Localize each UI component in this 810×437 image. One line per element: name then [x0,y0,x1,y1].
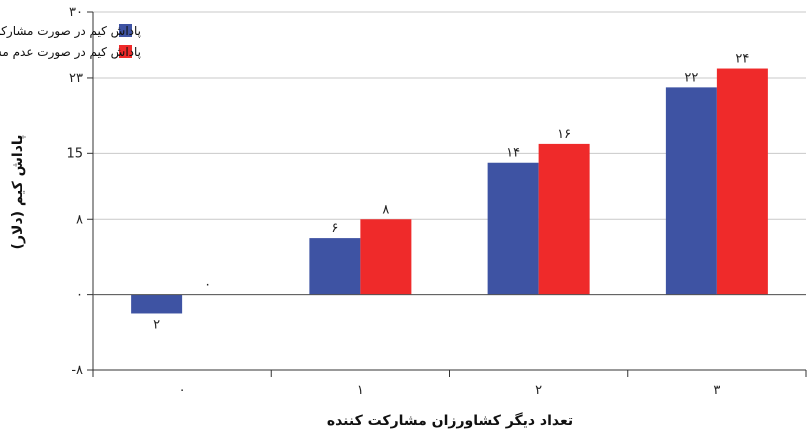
data-label: ۰ [204,278,211,293]
legend-label-not-participate: پاداش کیم در صورت عدم مشارکت او [0,45,141,60]
data-label: ۸ [382,202,389,217]
data-label: ۲۲ [684,70,698,85]
legend-label-participate: پاداش کیم در صورت مشارکت او [0,24,141,39]
bar-not-participate [538,143,590,295]
x-tick-label: ۳ [713,383,720,398]
y-axis-title: پاداش کیم (دلار) [10,135,26,250]
bar-not-participate [360,219,412,295]
y-tick-label: ۰ [76,288,83,303]
bar-participate [665,87,717,295]
y-tick-label: ۳۰ [69,5,83,20]
data-label: ۱۴ [506,146,520,161]
data-labels: ۲ ۰ ۶ ۸ ۱۴ ۱۶ ۲۲ ۲۴ [153,52,749,333]
legend: پاداش کیم در صورت مشارکت او پاداش کیم در… [0,24,141,60]
data-label: ۲۴ [735,52,749,67]
x-tick-label: ۱ [357,383,364,398]
bars [131,68,768,314]
bar-participate [131,294,183,314]
data-label: ۶ [331,221,338,236]
y-tick-label: -۸ [71,363,83,378]
legend-swatch-participate [119,24,132,37]
data-label: ۲ [153,317,160,332]
legend-swatch-not-participate [119,45,132,58]
x-tick-label: ۲ [535,383,542,398]
bar-participate [309,238,361,295]
y-tick-label: 15 [66,146,83,161]
bar-not-participate [716,68,768,295]
data-label: ۱۶ [557,127,571,142]
x-axis-title: تعداد دیگر کشاورزان مشارکت کننده [327,412,573,429]
y-tick-label: ۸ [76,212,83,227]
bar-participate [487,162,539,295]
x-tick-label: ۰ [179,383,186,398]
y-tick-label: ۲۳ [69,71,83,86]
